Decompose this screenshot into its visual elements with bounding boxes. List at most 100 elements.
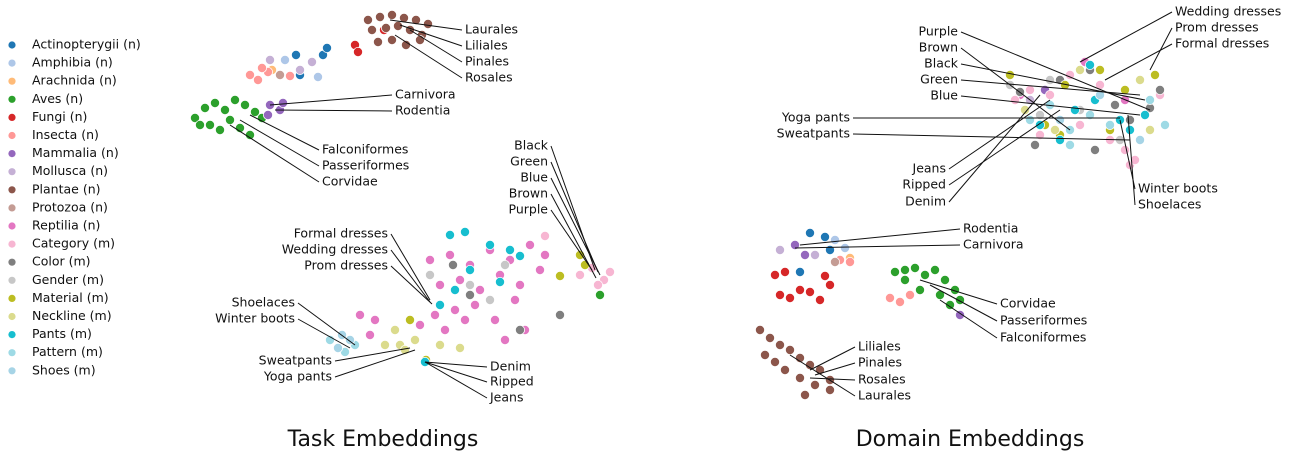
point xyxy=(366,24,377,35)
annotation: Pinales xyxy=(465,54,509,69)
point xyxy=(1120,144,1131,155)
annotation-line xyxy=(948,99,1051,170)
point xyxy=(605,266,616,277)
point xyxy=(204,120,215,131)
legend-label: Neckline (m) xyxy=(32,308,112,323)
point xyxy=(805,286,816,297)
point xyxy=(1125,125,1136,136)
annotation: Pinales xyxy=(858,355,902,370)
legend-marker xyxy=(8,294,16,302)
point xyxy=(369,314,380,325)
point xyxy=(219,105,230,116)
annotation-line xyxy=(229,124,320,183)
annotation: Corvidae xyxy=(322,174,378,189)
point xyxy=(239,100,250,111)
point xyxy=(785,292,796,303)
legend-label: Plantae (n) xyxy=(32,181,101,196)
point xyxy=(1035,129,1046,140)
legend-marker xyxy=(8,131,16,140)
point xyxy=(422,18,433,29)
point xyxy=(1050,125,1061,136)
point xyxy=(509,294,520,305)
point xyxy=(1135,75,1146,86)
point xyxy=(199,103,210,114)
point xyxy=(515,279,526,290)
point xyxy=(800,249,811,260)
annotation: Yoga pants xyxy=(781,110,850,125)
annotation-line xyxy=(424,361,488,368)
point xyxy=(955,309,966,320)
point xyxy=(525,239,536,250)
annotation: Purple xyxy=(509,202,549,217)
point xyxy=(409,334,420,345)
legend-marker xyxy=(8,240,16,248)
annotation: Corvidae xyxy=(1000,296,1056,311)
point xyxy=(494,276,505,287)
point xyxy=(1120,85,1131,96)
point xyxy=(389,324,400,335)
point xyxy=(1005,70,1016,81)
point xyxy=(825,384,836,395)
point xyxy=(810,379,821,390)
annotation: Liliales xyxy=(465,38,508,53)
annotation-line xyxy=(960,79,1141,96)
annotation: Denim xyxy=(905,194,946,209)
point xyxy=(595,289,606,300)
point xyxy=(950,284,961,295)
point xyxy=(392,20,403,31)
annotation: Green xyxy=(920,72,958,87)
annotation-line xyxy=(550,177,601,276)
annotation: Green xyxy=(510,154,548,169)
point xyxy=(820,270,831,281)
point xyxy=(1010,95,1021,106)
point xyxy=(379,339,390,350)
legend-label: Pants (m) xyxy=(32,326,92,341)
point xyxy=(284,71,295,82)
legend-label: Aves (n) xyxy=(32,91,83,106)
legend-marker xyxy=(8,367,16,375)
point xyxy=(444,229,455,240)
legend-marker xyxy=(8,186,16,194)
point xyxy=(1140,110,1151,121)
legend-label: Material (m) xyxy=(32,290,109,305)
legend-marker xyxy=(8,349,16,357)
point xyxy=(277,98,288,109)
legend: Actinopterygii (n) Amphibia (n) Arachnida … xyxy=(8,37,141,377)
point xyxy=(1045,75,1056,86)
annotation: Sweatpants xyxy=(777,126,850,141)
annotation-line xyxy=(799,228,961,246)
annotation: Rodentia xyxy=(395,103,450,118)
annotation-line xyxy=(249,114,320,151)
point xyxy=(795,266,806,277)
point xyxy=(770,356,781,367)
point xyxy=(805,227,816,238)
point xyxy=(398,12,409,23)
point xyxy=(1035,120,1046,131)
point xyxy=(1045,90,1056,101)
annotation-line xyxy=(1149,27,1173,71)
point xyxy=(214,125,225,136)
point xyxy=(775,244,786,255)
annotation-line xyxy=(390,249,431,303)
point xyxy=(354,309,365,320)
annotation: Wedding dresses xyxy=(1175,4,1281,19)
point xyxy=(279,55,290,66)
annotation: Ripped xyxy=(902,177,946,192)
point xyxy=(262,110,273,121)
annotation-line xyxy=(297,318,351,349)
point xyxy=(374,11,385,22)
point xyxy=(464,264,475,275)
legend-marker xyxy=(8,204,16,212)
annotation: Jeans xyxy=(912,161,946,176)
point xyxy=(386,9,397,20)
point xyxy=(555,270,566,281)
legend-label: Fungi (n) xyxy=(32,109,87,124)
point xyxy=(905,289,916,300)
annotation-line xyxy=(424,361,488,399)
annotation-line xyxy=(809,377,856,381)
annotation: Brown xyxy=(919,40,958,55)
point xyxy=(459,314,470,325)
annotation: Winter boots xyxy=(215,311,295,326)
legend-label: Amphibia (n) xyxy=(32,55,113,70)
point xyxy=(930,264,941,275)
